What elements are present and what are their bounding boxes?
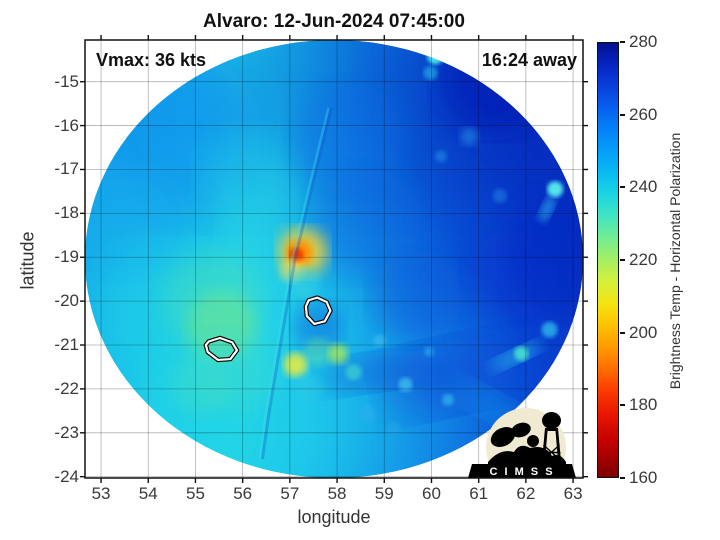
colorbar-tick-label: 180 bbox=[629, 395, 658, 415]
y-tick-label: -16 bbox=[54, 115, 79, 135]
colorbar-label: Brightness Temp - Horizontal Polarizatio… bbox=[667, 132, 683, 390]
colorbar-tick-mark bbox=[620, 113, 625, 116]
feature-blob bbox=[492, 188, 507, 203]
feature-blob bbox=[310, 167, 421, 278]
feature-blob bbox=[434, 150, 447, 163]
colorbar-tick-mark bbox=[620, 477, 625, 479]
x-tick-label: 53 bbox=[91, 484, 111, 503]
x-tick-label: 58 bbox=[327, 484, 347, 503]
swath-seam bbox=[261, 107, 333, 460]
swath-seam-edge bbox=[258, 107, 330, 460]
brightness-features bbox=[85, 40, 583, 463]
x-tick-label: 57 bbox=[280, 484, 300, 503]
storm-contours bbox=[203, 295, 333, 363]
feature-blob bbox=[398, 377, 413, 392]
colorbar-tick-label: 220 bbox=[629, 250, 658, 269]
feature-blob bbox=[291, 83, 402, 194]
feature-blob bbox=[423, 65, 438, 80]
colorbar-tick-label: 260 bbox=[629, 104, 658, 124]
axes-frame bbox=[80, 35, 588, 483]
feature-blob bbox=[460, 127, 479, 146]
logo-ground-icon bbox=[488, 445, 566, 470]
feature-blob bbox=[541, 321, 558, 338]
water-tower-tank-icon bbox=[542, 412, 561, 429]
water-tower-legs-icon bbox=[541, 428, 562, 467]
feature-blob bbox=[161, 253, 262, 354]
feature-blob bbox=[437, 40, 548, 133]
y-tick-label: -24 bbox=[54, 466, 79, 486]
x-tick-label: 60 bbox=[422, 484, 441, 503]
feature-blob bbox=[508, 192, 583, 313]
x-tick-label: 59 bbox=[374, 484, 394, 503]
x-tick-label: 54 bbox=[138, 484, 158, 503]
satellite-dish-icon bbox=[490, 426, 516, 448]
contour-line bbox=[304, 296, 332, 326]
y-tick-label: -20 bbox=[54, 291, 79, 311]
satellite-dish-icon bbox=[511, 422, 531, 438]
y-tick-label: -17 bbox=[54, 159, 79, 179]
x-tick-label: 61 bbox=[469, 484, 489, 503]
feature-blob bbox=[294, 374, 323, 403]
feature-blob bbox=[441, 393, 454, 406]
feature-blob bbox=[424, 346, 435, 357]
x-tick-label: 63 bbox=[563, 484, 583, 503]
x-tick-label: 56 bbox=[233, 484, 253, 503]
colorbar-tick-mark bbox=[620, 186, 625, 189]
logo-text: C I M S S bbox=[489, 466, 554, 478]
logo-silhouettes bbox=[468, 412, 576, 478]
feature-blob bbox=[304, 337, 333, 366]
x-tick-label: 55 bbox=[185, 484, 205, 503]
cimss-logo: C I M S S bbox=[468, 408, 576, 478]
x-axis-label: longitude bbox=[297, 507, 371, 527]
feature-blob bbox=[170, 354, 231, 415]
feature-blob bbox=[345, 364, 362, 381]
colorbar-tick-label: 280 bbox=[629, 32, 658, 51]
time-away-annotation: 16:24 away bbox=[481, 50, 577, 70]
dome-icon bbox=[527, 435, 539, 447]
feature-blob bbox=[427, 48, 444, 65]
colorbar-tick-mark bbox=[620, 259, 625, 261]
y-tick-label: -21 bbox=[54, 335, 79, 355]
colorbar-tick-label: 200 bbox=[629, 322, 658, 342]
plot-border bbox=[84, 39, 584, 479]
feature-blob bbox=[328, 343, 349, 364]
feature-blob bbox=[359, 405, 376, 422]
colorbar bbox=[597, 42, 619, 478]
plot-title: Alvaro: 12-Jun-2024 07:45:00 bbox=[203, 11, 465, 32]
contour-line bbox=[204, 336, 239, 362]
x-tick-label: 62 bbox=[516, 484, 536, 503]
colorbar-tick-mark bbox=[620, 404, 625, 407]
feature-blob bbox=[386, 421, 401, 436]
y-tick-label: -15 bbox=[54, 71, 79, 91]
colorbar-tick-mark bbox=[620, 41, 625, 43]
colorbar-tick-label: 240 bbox=[629, 177, 658, 197]
y-tick-label: -18 bbox=[54, 203, 79, 223]
colorbar-tick-label: 160 bbox=[629, 468, 658, 487]
feature-blob bbox=[373, 334, 386, 347]
feature-blob bbox=[288, 267, 321, 300]
y-tick-label: -22 bbox=[54, 378, 79, 398]
feature-blob bbox=[199, 130, 296, 227]
logo-banner bbox=[468, 464, 576, 478]
feature-blob bbox=[490, 342, 542, 370]
vmax-annotation: Vmax: 36 kts bbox=[96, 50, 207, 70]
y-tick-label: -19 bbox=[54, 247, 79, 267]
feature-blob bbox=[539, 196, 556, 222]
feature-blob bbox=[372, 251, 463, 342]
feature-blob bbox=[283, 352, 308, 377]
feature-blob bbox=[547, 181, 564, 198]
grid-lines bbox=[85, 40, 583, 478]
colorbar-tick-mark bbox=[620, 331, 625, 334]
y-tick-label: -23 bbox=[54, 422, 79, 442]
